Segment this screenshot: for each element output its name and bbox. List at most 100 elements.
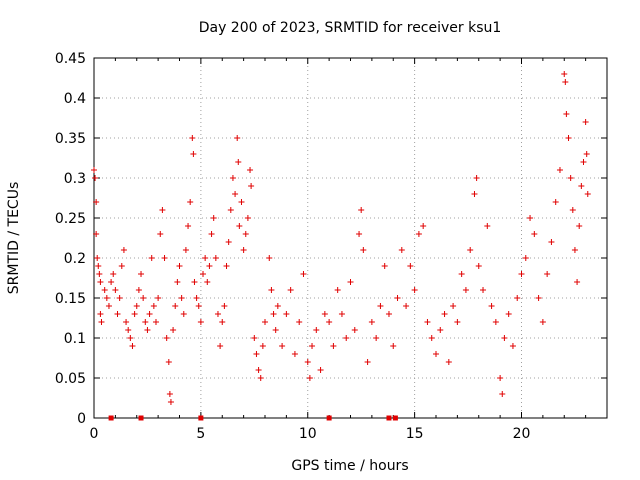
data-point [112, 287, 119, 293]
data-point [176, 263, 183, 269]
data-point [142, 319, 149, 325]
data-point [268, 287, 275, 293]
data-point [531, 231, 538, 237]
data-point [407, 263, 414, 269]
y-tick-label: 0.05 [55, 371, 86, 387]
data-point [97, 279, 104, 285]
y-tick-label: 0.25 [55, 211, 86, 227]
data-point [225, 239, 232, 245]
x-tick-label: 5 [196, 426, 205, 442]
data-point [235, 159, 242, 165]
data-point [190, 151, 197, 157]
data-point [563, 111, 570, 117]
data-point [535, 295, 542, 301]
y-tick-label: 0.45 [55, 51, 86, 67]
y-tick-label: 0.35 [55, 131, 86, 147]
data-point [210, 215, 217, 221]
data-point [398, 247, 405, 253]
data-point [527, 215, 534, 221]
data-point [108, 279, 115, 285]
data-point [105, 303, 112, 309]
data-point [182, 247, 189, 253]
y-tick-label: 0.15 [55, 291, 86, 307]
data-point [279, 343, 286, 349]
data-point [140, 295, 147, 301]
zero-level-point [326, 415, 332, 421]
data-point [236, 223, 243, 229]
x-tick-label: 0 [90, 426, 99, 442]
data-point [326, 319, 333, 325]
data-point [480, 287, 487, 293]
data-point [247, 167, 254, 173]
data-point [330, 343, 337, 349]
data-point [97, 311, 104, 317]
data-point [556, 167, 563, 173]
data-point [193, 295, 200, 301]
data-point [518, 271, 525, 277]
data-point [223, 263, 230, 269]
data-point [580, 159, 587, 165]
data-point [338, 311, 345, 317]
data-point [165, 359, 172, 365]
data-point [291, 351, 298, 357]
chart-title: Day 200 of 2023, SRMTID for receiver ksu… [199, 20, 502, 36]
data-point [364, 359, 371, 365]
data-point [253, 351, 260, 357]
data-point [118, 263, 125, 269]
data-point [163, 335, 170, 341]
data-point [92, 175, 99, 181]
data-point [135, 287, 142, 293]
data-point [244, 215, 251, 221]
data-point [488, 303, 495, 309]
data-point [373, 335, 380, 341]
data-point [120, 247, 127, 253]
data-point [501, 335, 508, 341]
data-point [191, 279, 198, 285]
data-point [129, 343, 136, 349]
data-point [283, 311, 290, 317]
data-point [499, 391, 506, 397]
data-point [394, 295, 401, 301]
data-point [552, 199, 559, 205]
data-point [360, 247, 367, 253]
data-point [458, 271, 465, 277]
data-point [185, 223, 192, 229]
zero-level-point [198, 415, 204, 421]
data-point [428, 335, 435, 341]
data-point [565, 135, 572, 141]
data-point [415, 231, 422, 237]
data-point [321, 311, 328, 317]
data-point [91, 167, 97, 173]
data-point [259, 343, 266, 349]
data-point [437, 327, 444, 333]
zero-level-point [392, 415, 398, 421]
data-point [161, 255, 168, 261]
data-point [562, 79, 569, 85]
data-point [484, 223, 491, 229]
data-point [197, 319, 204, 325]
y-tick-label: 0 [77, 411, 86, 427]
data-point [170, 327, 177, 333]
data-point [144, 327, 151, 333]
data-point [424, 319, 431, 325]
data-point [309, 343, 316, 349]
data-point [127, 335, 134, 341]
data-point [133, 303, 140, 309]
data-point [505, 311, 512, 317]
data-point [195, 303, 202, 309]
data-point [462, 287, 469, 293]
data-point [98, 319, 105, 325]
data-point [567, 175, 574, 181]
data-point [229, 175, 236, 181]
data-point [248, 183, 255, 189]
data-point [492, 319, 499, 325]
data-point [509, 343, 516, 349]
data-point [93, 199, 100, 205]
data-point [157, 231, 164, 237]
x-tick-label: 20 [513, 426, 531, 442]
data-point [467, 247, 474, 253]
data-point [313, 327, 320, 333]
data-point [234, 135, 241, 141]
zero-level-point [138, 415, 144, 421]
